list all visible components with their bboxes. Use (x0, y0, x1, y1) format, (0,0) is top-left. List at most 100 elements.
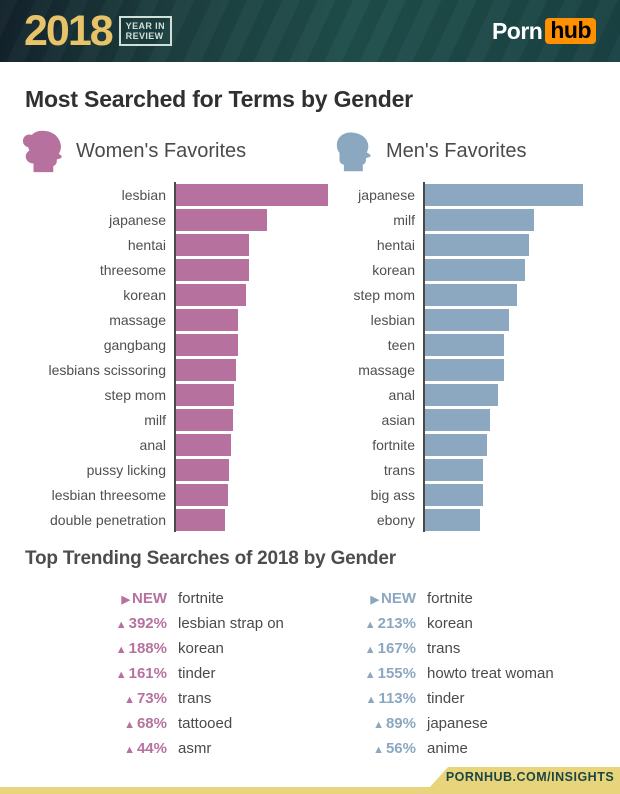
bar-row: gangbang (0, 332, 310, 357)
women-bar-chart: lesbian japanese hentai threesome korean mass… (0, 182, 328, 532)
trending-term: fortnite (427, 590, 473, 607)
bar-area (174, 407, 310, 432)
bar-area (423, 232, 620, 257)
bar (176, 283, 246, 306)
bar (176, 383, 234, 406)
bar-row: lesbian (310, 307, 620, 332)
trending-section: ▶ NEW fortnite ▲ 392% lesbian strap on ▲ 188% ko… (0, 586, 620, 761)
bar-row: threesome (0, 257, 310, 282)
up-triangle-icon: ▲ (124, 719, 135, 731)
up-triangle-icon: ▲ (115, 644, 127, 656)
bar-area (423, 382, 620, 407)
bar-label: trans (383, 461, 415, 478)
bar-row: asian (310, 407, 620, 432)
bar-row: teen (310, 332, 620, 357)
bar-label: step mom (104, 386, 166, 403)
trending-change-value: 161% (128, 665, 167, 682)
pornhub-logo-porn: Porn (491, 17, 543, 44)
trending-change: ▶ NEW (0, 590, 167, 607)
bar-row: lesbian (0, 182, 328, 207)
female-profile-icon (22, 129, 68, 173)
bar-area (174, 207, 310, 232)
trending-term: japanese (427, 715, 488, 732)
trending-change-value: 56% (385, 740, 416, 757)
bar (425, 333, 504, 356)
bar-label: step mom (353, 286, 415, 303)
bar-row: big ass (310, 482, 620, 507)
bar-area (174, 357, 310, 382)
charts-section: Women's Favorites lesbian japanese hentai t… (0, 128, 620, 532)
bar (425, 483, 484, 506)
trending-change: ▲ 89% (310, 715, 416, 732)
pornhub-logo: Porn hub (492, 18, 596, 45)
trending-change-value: 73% (136, 690, 167, 707)
bar (176, 183, 328, 206)
year-badge-line1: YEAR IN (125, 20, 165, 31)
bar-area (423, 282, 620, 307)
bar-area (174, 432, 310, 457)
trending-row: ▲ 56% anime (310, 736, 620, 761)
bar-area (423, 507, 620, 532)
bar-area (174, 332, 310, 357)
up-triangle-icon: ▲ (364, 669, 376, 681)
trending-change: ▲ 167% (310, 640, 416, 657)
bar-row: ebony (310, 507, 620, 532)
bar (425, 233, 530, 256)
bar-row: step mom (310, 282, 620, 307)
bar (425, 508, 481, 531)
bar-label: anal (388, 386, 415, 403)
bar-label: asian (381, 411, 415, 428)
bar-label: milf (144, 411, 166, 428)
men-chart-header: Men's Favorites (332, 128, 620, 174)
bar-label: japanese (109, 211, 166, 228)
trending-change-value: 113% (378, 690, 416, 707)
bar (425, 458, 484, 481)
pornhub-logo-hub: hub (545, 18, 596, 45)
trending-change: ▲ 44% (0, 740, 167, 757)
bar-area (174, 457, 310, 482)
trending-term: tattooed (178, 715, 233, 732)
page-title: Most Searched for Terms by Gender (25, 86, 413, 112)
bar (425, 183, 583, 206)
trending-change: ▲ 68% (0, 715, 167, 732)
bar-area (174, 282, 310, 307)
trending-term: tinder (178, 665, 216, 682)
trending-row: ▲ 155% howto treat woman (310, 661, 620, 686)
men-column: Men's Favorites japanese milf hentai korean… (310, 128, 620, 532)
trending-change-value: 155% (377, 665, 416, 682)
trending-change-value: 188% (128, 640, 167, 657)
bar-label: milf (393, 211, 415, 228)
trending-row: ▲ 188% korean (0, 636, 310, 661)
trending-change-value: 44% (136, 740, 167, 757)
trending-change: ▲ 73% (0, 690, 167, 707)
bar-row: japanese (0, 207, 310, 232)
bar-label: lesbian threesome (51, 486, 166, 503)
bar-label: double penetration (50, 511, 166, 528)
trending-change-value: 167% (377, 640, 416, 657)
trending-term: lesbian strap on (178, 615, 284, 632)
bar-area (423, 457, 620, 482)
bar (425, 308, 509, 331)
trending-change: ▶ NEW (310, 590, 416, 607)
header-banner: 2018 YEAR IN REVIEW Porn hub (0, 0, 620, 62)
bar (425, 208, 535, 231)
bar-label: hentai (127, 236, 166, 253)
bar-row: milf (0, 407, 310, 432)
bar (176, 358, 237, 381)
bar (176, 508, 225, 531)
footer-banner: PORNHUB.COM/INSIGHTS (430, 767, 620, 787)
up-triangle-icon: ▲ (373, 744, 384, 756)
men-trending-list: ▶ NEW fortnite ▲ 213% korean ▲ 167% trans ▲ 155% ho… (310, 586, 620, 761)
trending-row: ▲ 113% tinder (310, 686, 620, 711)
up-triangle-icon: ▲ (124, 694, 135, 706)
bar (176, 258, 249, 281)
trending-term: howto treat woman (427, 665, 554, 682)
bar-label: pussy licking (86, 461, 166, 478)
trending-change: ▲ 113% (310, 690, 416, 707)
men-chart-title: Men's Favorites (386, 139, 527, 162)
up-triangle-icon: ▲ (364, 644, 376, 656)
year-badge: YEAR IN REVIEW (118, 15, 172, 47)
bar-label: hentai (376, 236, 415, 253)
trending-change: ▲ 188% (0, 640, 167, 657)
